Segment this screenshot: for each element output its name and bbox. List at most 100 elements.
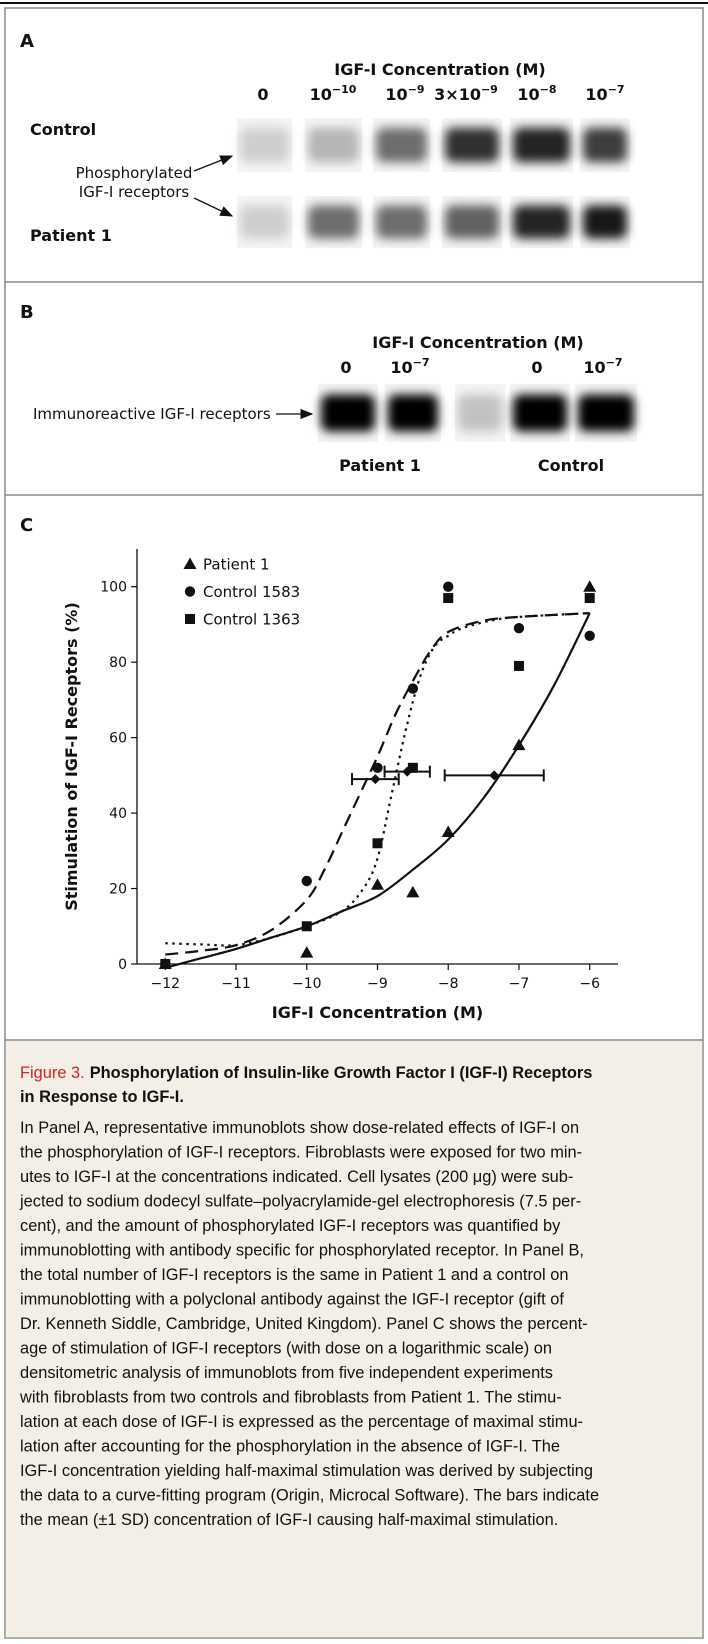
caption-title: in Response to IGF-I. (20, 1088, 184, 1106)
data-point (584, 630, 595, 641)
caption: Figure 3. Phosphorylation of Insulin-like… (19, 1064, 599, 1529)
data-point (372, 762, 383, 774)
concentration-base: 10 (583, 358, 605, 377)
blot-band (308, 127, 359, 163)
y-tick-label: 100 (100, 580, 127, 596)
concentration-label: 0 (531, 358, 542, 377)
concentration-base: 10 (585, 85, 607, 104)
concentration-base: 0 (531, 358, 542, 377)
blot-band (578, 394, 634, 432)
annotation: Immunoreactive IGF-I receptors (33, 405, 271, 423)
x-axis-label: IGF-I Concentration (M) (272, 1003, 484, 1022)
data-point (512, 738, 526, 751)
y-tick-label: 0 (118, 957, 127, 973)
blot-band (376, 127, 427, 163)
annotation: IGF-I receptors (79, 183, 190, 201)
blot-band (240, 127, 289, 163)
axis-title: IGF-I Concentration (M) (372, 333, 584, 352)
concentration-label: 10−10 (310, 83, 357, 104)
half-max-point (489, 770, 500, 781)
caption-line: the data to a curve-fitting program (Ori… (20, 1487, 599, 1505)
blot-band (583, 205, 627, 239)
caption-line: the mean (±1 SD) concentration of IGF-I … (20, 1511, 558, 1529)
data-point (583, 580, 597, 592)
blot-band (240, 205, 289, 239)
caption-line: the total number of IGF-I receptors is t… (20, 1266, 568, 1284)
x-tick-label: −7 (509, 976, 530, 992)
data-point (372, 838, 383, 849)
concentration-exponent: −7 (606, 356, 623, 369)
figure-label: Figure 3. (20, 1064, 85, 1082)
caption-line: lation after accounting for the phosphor… (20, 1438, 560, 1456)
panel-letter: B (20, 302, 34, 323)
immunoblot (237, 118, 630, 248)
data-point (513, 623, 525, 634)
data-point (443, 593, 454, 604)
immunoblot (318, 384, 637, 442)
caption-title-text: Phosphorylation of Insulin-like Growth F… (90, 1064, 593, 1082)
concentration-exponent: −7 (413, 356, 430, 369)
x-tick-label: −11 (221, 976, 251, 992)
x-tick-label: −6 (579, 976, 600, 992)
x-tick-label: −10 (292, 976, 322, 992)
concentration-label: 10−7 (583, 356, 622, 377)
concentration-base: 3×10 (434, 85, 481, 104)
x-tick-label: −9 (367, 976, 388, 992)
caption-line: utes to IGF-I at the concentrations indi… (20, 1168, 573, 1186)
caption-line: cent), and the amount of phosphorylated … (20, 1217, 561, 1235)
caption-line: with fibroblasts from two controls and f… (19, 1389, 562, 1407)
concentration-exponent: −7 (608, 83, 625, 96)
concentration-base: 10 (390, 358, 412, 377)
y-tick-label: 60 (109, 731, 127, 747)
concentration-exponent: −9 (408, 83, 425, 96)
blot-band (321, 394, 375, 432)
axis-title: IGF-I Concentration (M) (334, 60, 546, 79)
concentration-exponent: −10 (332, 83, 357, 96)
y-tick-label: 80 (109, 655, 127, 671)
blot-band (513, 127, 570, 163)
group-label: Control (538, 456, 604, 475)
legend-marker (184, 586, 196, 597)
caption-background (5, 1040, 703, 1638)
legend-label: Control 1583 (203, 583, 300, 601)
arrow (193, 197, 234, 217)
concentration-exponent: −8 (540, 83, 557, 96)
y-tick-label: 20 (109, 882, 127, 898)
legend-label: Control 1363 (203, 611, 300, 629)
blot-band (445, 205, 499, 239)
concentration-label: 0 (257, 85, 268, 104)
legend-marker (185, 614, 195, 624)
data-point (441, 825, 455, 837)
concentration-base: 0 (257, 85, 268, 104)
figure-frame (4, 7, 704, 1639)
data-point (160, 959, 171, 969)
blot-band (458, 394, 502, 432)
blot-band (513, 394, 567, 432)
blot-band (308, 205, 359, 239)
y-axis-label: Stimulation of IGF-I Receptors (%) (62, 602, 81, 911)
caption-line: densitometric analysis of immunoblots fr… (20, 1364, 553, 1382)
concentration-base: 10 (385, 85, 407, 104)
blot-band (376, 205, 427, 239)
caption-title: Figure 3. Phosphorylation of Insulin-like… (20, 1064, 592, 1082)
concentration-label: 10−7 (390, 356, 429, 377)
row-label: Control (30, 120, 96, 139)
concentration-label: 10−7 (585, 83, 624, 104)
concentration-exponent: −9 (481, 83, 498, 96)
concentration-label: 0 (340, 358, 351, 377)
concentration-base: 0 (340, 358, 351, 377)
blot-band (445, 127, 499, 163)
caption-line: age of stimulation of IGF-I receptors (w… (20, 1340, 552, 1358)
blot-band (513, 205, 570, 239)
concentration-label: 10−8 (517, 83, 556, 104)
caption-line: jected to sodium dodecyl sulfate–polyacr… (19, 1193, 581, 1211)
data-point (443, 581, 454, 592)
data-point (407, 683, 419, 694)
data-point (301, 921, 312, 932)
data-point (407, 762, 418, 773)
caption-line: Dr. Kenneth Siddle, Cambridge, United Ki… (20, 1315, 588, 1333)
caption-line: immunoblotting with a polyclonal antibod… (20, 1291, 564, 1309)
annotation: Phosphorylated (76, 164, 193, 182)
data-point (406, 885, 420, 898)
caption-line: In Panel A, representative immunoblots s… (20, 1119, 579, 1137)
